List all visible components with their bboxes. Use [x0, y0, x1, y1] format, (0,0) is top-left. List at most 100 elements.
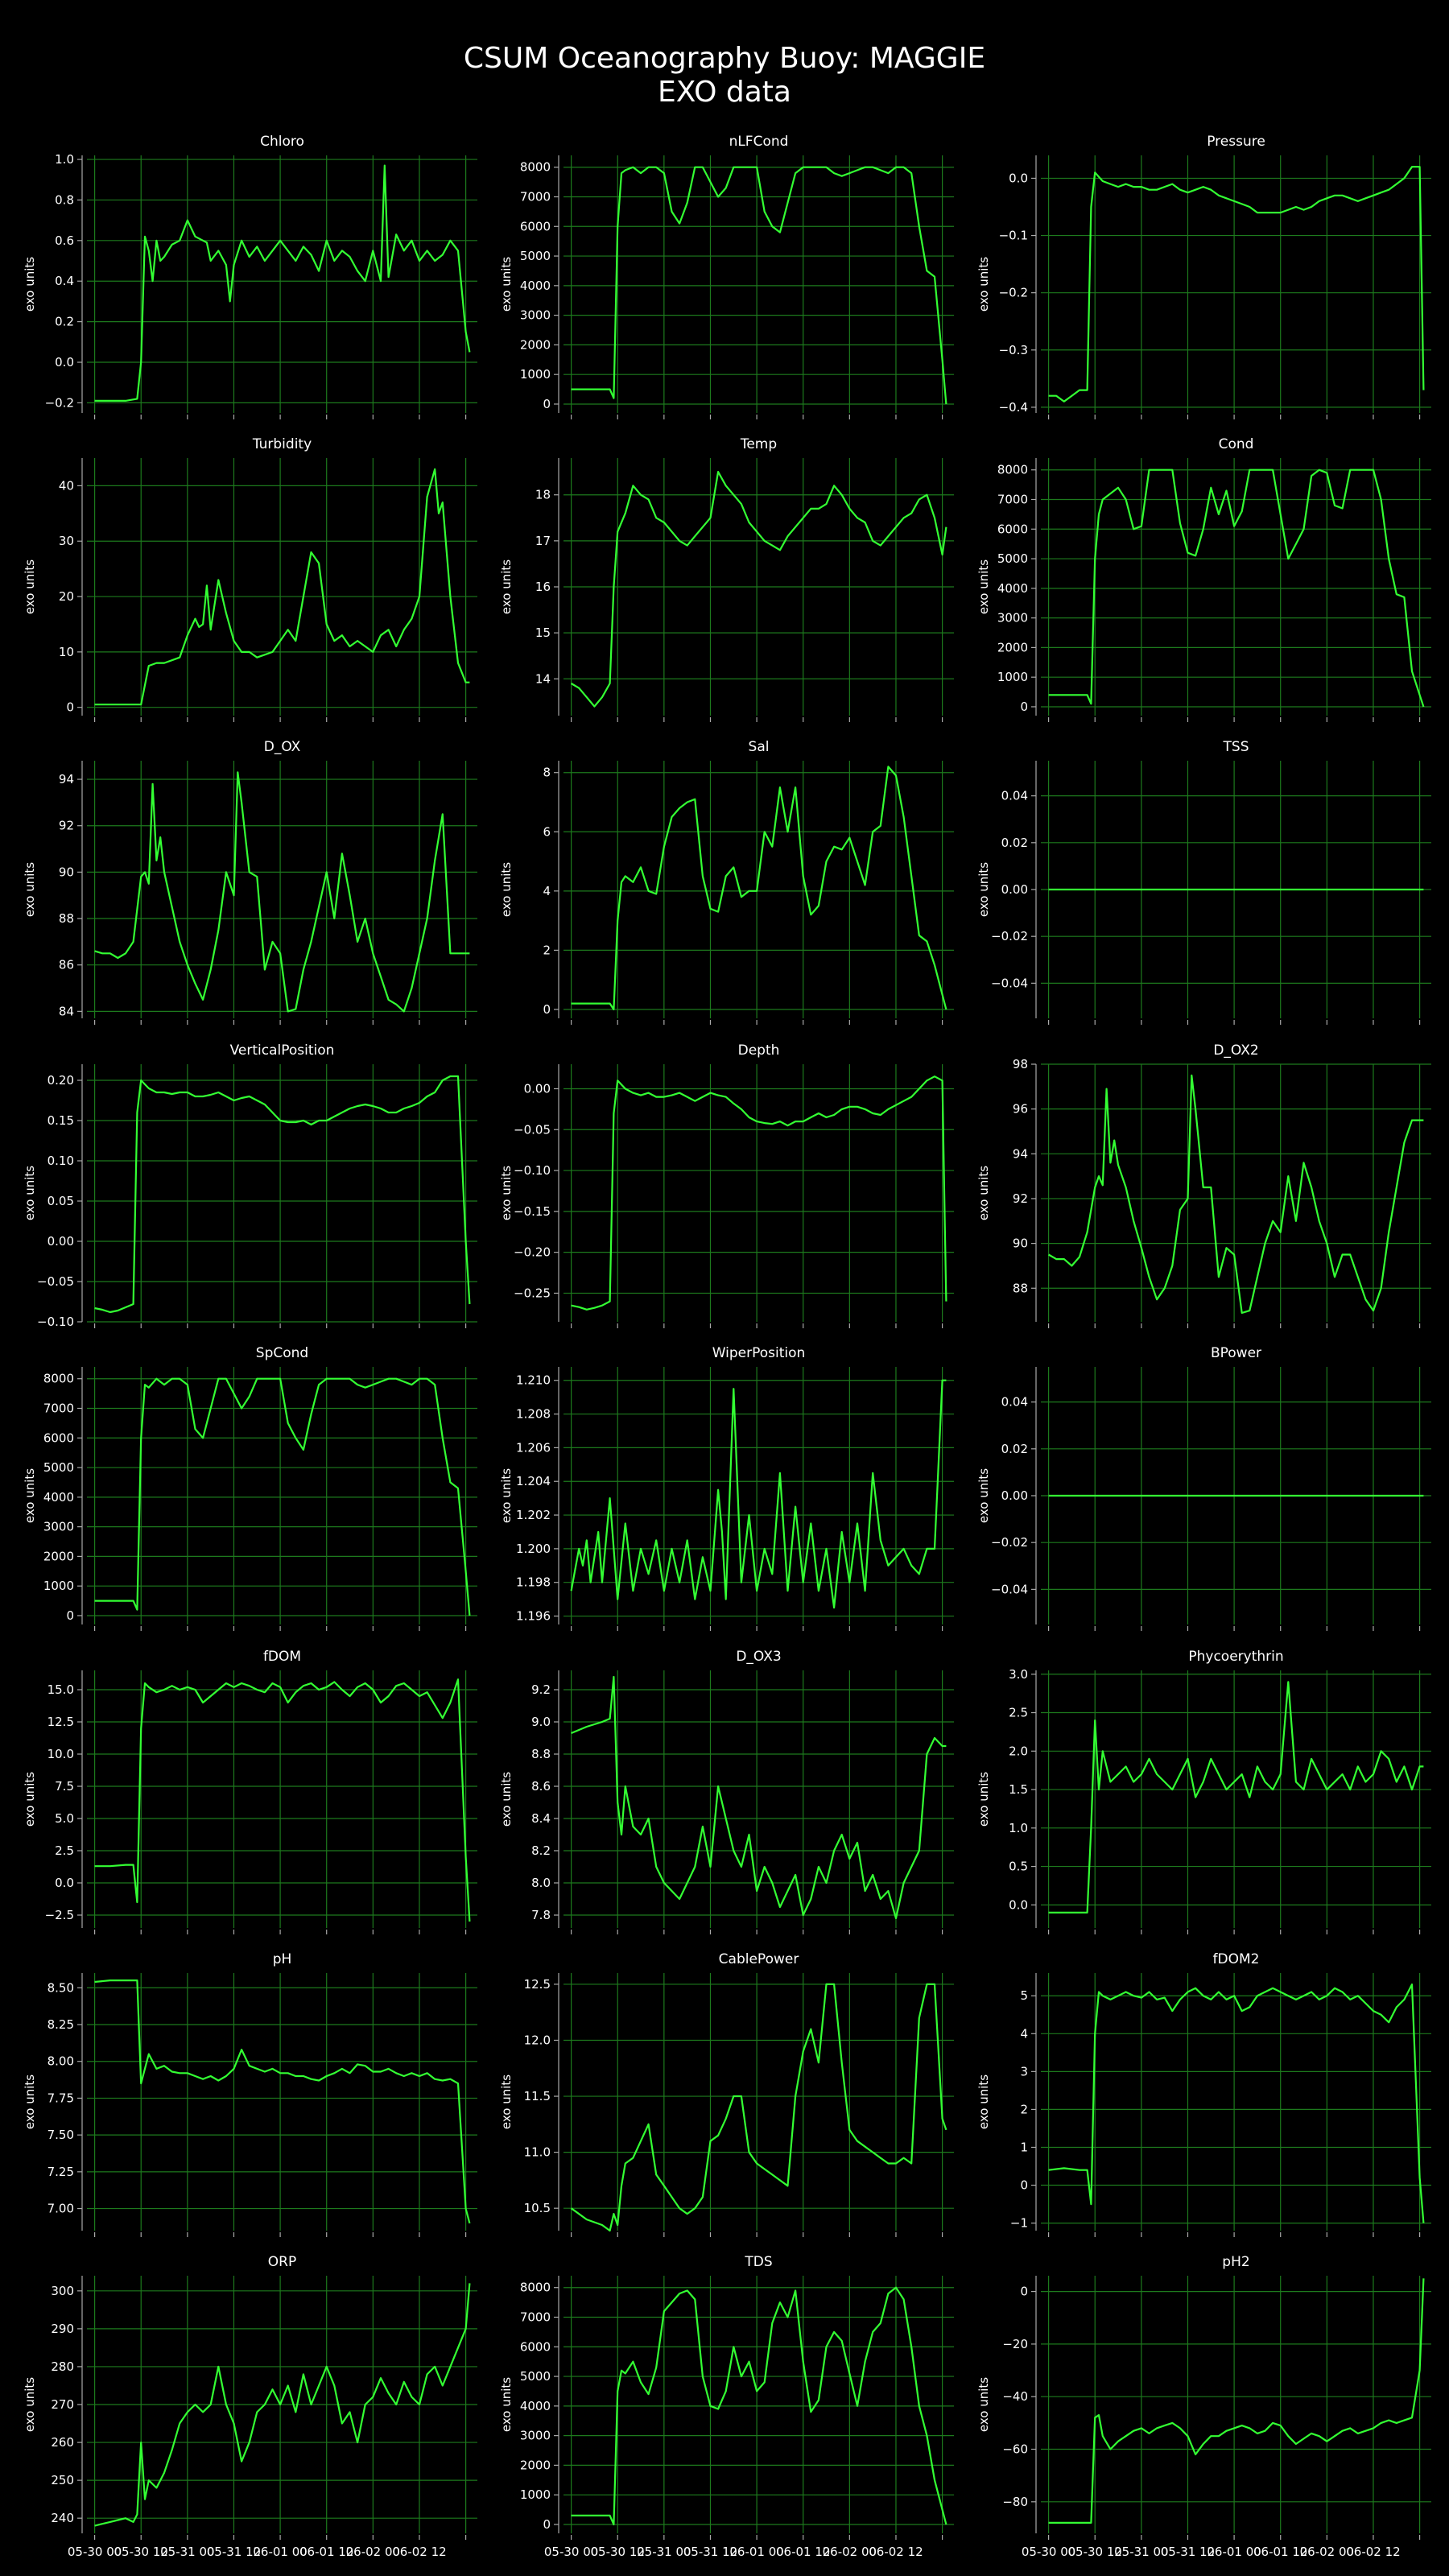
y-tick-label: 0.5	[1009, 1860, 1028, 1874]
x-tick-label: 06-01 00	[729, 2545, 783, 2559]
y-axis-label: exo units	[499, 862, 514, 917]
series-line	[570, 1983, 947, 2232]
y-tick-label: 8.50	[47, 1980, 74, 1995]
chart-pressure: −0.4 −0.3 −0.2 −0.1 0.0 Pressure exo units	[976, 134, 1431, 419]
y-tick-label: 1000	[520, 367, 551, 382]
y-tick-label: 6000	[43, 1430, 74, 1445]
y-tick-label: 2.0	[1009, 1744, 1028, 1758]
chart-chloro: −0.2 0.0 0.2 0.4 0.6 0.8 1.0 Chloro exo units	[23, 134, 477, 419]
y-tick-label: 92	[1013, 1191, 1028, 1206]
y-tick-label: 7.25	[47, 2165, 74, 2179]
x-tick-label: 06-02 12	[1346, 2545, 1400, 2559]
series-line	[571, 1075, 947, 1311]
x-tick-label: 06-01 00	[1207, 2545, 1261, 2559]
x-tick-label: 05-31 12	[1161, 2545, 1215, 2559]
chart-title: Temp	[740, 436, 777, 452]
series-line	[1048, 2278, 1425, 2524]
y-tick-label: −40	[1002, 2389, 1028, 2404]
x-tick-label: 05-30 12	[114, 2545, 168, 2559]
y-axis-label: exo units	[976, 559, 991, 614]
y-tick-label: −0.05	[37, 1274, 74, 1289]
y-tick-label: 1000	[43, 1579, 74, 1593]
y-tick-label: −60	[1002, 2442, 1028, 2457]
series-line	[94, 1678, 471, 1922]
x-tick-label: 06-01 00	[253, 2545, 307, 2559]
y-tick-label: 3000	[520, 2429, 551, 2443]
x-tick-label: 05-30 00	[544, 2545, 598, 2559]
x-tick-label: 06-02 00	[823, 2545, 877, 2559]
x-tick-label: 06-02 12	[869, 2545, 923, 2559]
series-line	[94, 2283, 471, 2527]
y-tick-label: 260	[51, 2435, 74, 2450]
y-tick-label: 12.5	[47, 1715, 74, 1729]
chart-title: fDOM	[263, 1649, 301, 1665]
y-tick-label: 7.8	[531, 1908, 551, 1922]
y-tick-label: −0.4	[999, 400, 1028, 415]
y-tick-label: 0.00	[524, 1081, 551, 1096]
y-tick-label: 0.8	[55, 192, 74, 207]
y-tick-label: −80	[1002, 2495, 1028, 2509]
y-tick-label: 0.0	[55, 1876, 74, 1890]
chart-title: TDS	[744, 2254, 772, 2270]
chart-title: pH2	[1222, 2254, 1249, 2270]
y-tick-label: 0.05	[47, 1194, 74, 1208]
x-tick-label: 05-30 12	[591, 2545, 645, 2559]
y-tick-label: 11.5	[524, 2089, 551, 2103]
x-tick-label: 05-31 00	[1114, 2545, 1168, 2559]
chart-wiperposition: 1.196 1.198 1.200 1.202 1.204 1.206 1.208 1.210…	[499, 1345, 954, 1631]
y-axis-label: exo units	[499, 2377, 514, 2432]
y-tick-label: 0.0	[1009, 1897, 1028, 1912]
y-tick-label: 0.10	[47, 1154, 74, 1168]
y-tick-label: 1	[1020, 2140, 1028, 2154]
y-tick-label: −2.5	[45, 1908, 74, 1922]
y-tick-label: 0	[66, 700, 74, 715]
y-tick-label: 0	[543, 2517, 551, 2532]
y-tick-label: 7.50	[47, 2128, 74, 2142]
y-tick-label: −0.2	[999, 286, 1028, 300]
x-tick-label: 06-02 00	[346, 2545, 400, 2559]
chart-title: Phycoerythrin	[1188, 1649, 1283, 1665]
series-line	[1048, 1984, 1425, 2223]
y-tick-label: 6	[543, 824, 551, 839]
y-tick-label: −0.20	[514, 1245, 551, 1260]
series-line	[571, 1675, 947, 1920]
y-tick-label: 3000	[43, 1520, 74, 1534]
y-tick-label: 0.02	[1001, 1442, 1028, 1456]
y-axis-label: exo units	[976, 2377, 991, 2432]
chart-title: pH	[273, 1951, 292, 1967]
y-axis-label: exo units	[499, 1166, 514, 1220]
chart-title: Sal	[749, 739, 770, 755]
y-tick-label: 4000	[520, 279, 551, 293]
figure-title-line2: EXO data	[658, 76, 791, 109]
y-tick-label: 98	[1013, 1057, 1028, 1071]
y-tick-label: 10.5	[524, 2201, 551, 2215]
y-tick-label: 30	[59, 534, 74, 548]
y-tick-label: −0.10	[37, 1315, 74, 1329]
y-tick-label: 3.0	[1009, 1667, 1028, 1682]
y-tick-label: 7000	[997, 492, 1028, 506]
y-tick-label: 0.04	[1001, 1395, 1028, 1410]
y-tick-label: 12.0	[524, 2033, 551, 2047]
y-tick-label: 5	[1020, 1988, 1028, 2003]
x-tick-label: 05-30 00	[68, 2545, 122, 2559]
x-tick-label: 05-31 00	[160, 2545, 214, 2559]
y-tick-label: 2	[543, 943, 551, 957]
y-tick-label: −0.10	[514, 1163, 551, 1178]
y-tick-label: 0	[1020, 700, 1028, 714]
y-tick-label: 2	[1020, 2102, 1028, 2116]
series-line	[571, 2286, 947, 2526]
x-tick-label: 06-01 12	[1253, 2545, 1307, 2559]
y-tick-label: 0	[66, 1608, 74, 1623]
y-tick-label: 1.5	[1009, 1782, 1028, 1797]
y-tick-label: 1000	[997, 670, 1028, 684]
x-tick-label: 06-02 12	[392, 2545, 446, 2559]
y-axis-label: exo units	[499, 559, 514, 614]
y-tick-label: −1	[1010, 2216, 1028, 2231]
chart-title: TSS	[1223, 739, 1249, 755]
y-tick-label: 0.4	[55, 274, 74, 288]
series-line	[94, 1075, 471, 1314]
y-tick-label: 9.2	[531, 1682, 551, 1697]
